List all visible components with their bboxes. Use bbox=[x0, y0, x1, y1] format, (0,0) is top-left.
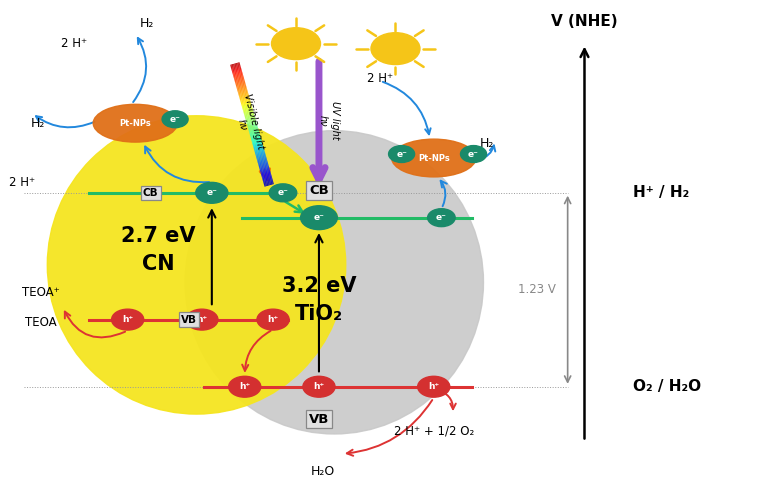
Text: Pt-NPs: Pt-NPs bbox=[418, 154, 449, 162]
Text: CB: CB bbox=[143, 188, 158, 198]
Text: h⁺: h⁺ bbox=[239, 382, 250, 391]
Text: TEOA⁺: TEOA⁺ bbox=[22, 286, 60, 299]
Text: e⁻: e⁻ bbox=[170, 114, 180, 124]
Text: e⁻: e⁻ bbox=[207, 188, 217, 198]
Circle shape bbox=[428, 208, 455, 226]
Circle shape bbox=[461, 146, 487, 162]
Text: 2 H⁺: 2 H⁺ bbox=[61, 37, 87, 50]
Circle shape bbox=[257, 309, 289, 330]
Text: h⁺: h⁺ bbox=[429, 382, 439, 391]
Circle shape bbox=[111, 309, 144, 330]
Text: H₂: H₂ bbox=[31, 116, 45, 130]
Text: V (NHE): V (NHE) bbox=[551, 14, 617, 28]
Text: 2 H⁺: 2 H⁺ bbox=[9, 176, 35, 190]
Text: TEOA: TEOA bbox=[25, 316, 57, 328]
Text: CB: CB bbox=[309, 184, 329, 197]
Circle shape bbox=[196, 182, 228, 204]
Text: H₂: H₂ bbox=[140, 18, 154, 30]
Circle shape bbox=[186, 309, 218, 330]
Text: e⁻: e⁻ bbox=[277, 188, 289, 198]
Text: 2 H⁺: 2 H⁺ bbox=[367, 72, 393, 85]
Circle shape bbox=[272, 28, 320, 60]
Text: Visible light
hν: Visible light hν bbox=[230, 93, 265, 154]
Text: H⁺ / H₂: H⁺ / H₂ bbox=[633, 186, 689, 200]
Text: e⁻: e⁻ bbox=[468, 150, 479, 158]
Ellipse shape bbox=[392, 139, 476, 177]
Text: 2 H⁺ + 1/2 O₂: 2 H⁺ + 1/2 O₂ bbox=[394, 425, 474, 438]
Text: h⁺: h⁺ bbox=[122, 315, 133, 324]
Text: Pt-NPs: Pt-NPs bbox=[120, 118, 151, 128]
Circle shape bbox=[303, 376, 335, 397]
Ellipse shape bbox=[93, 104, 177, 142]
Text: H₂O: H₂O bbox=[311, 465, 335, 478]
Text: O₂ / H₂O: O₂ / H₂O bbox=[633, 379, 701, 394]
Text: e⁻: e⁻ bbox=[396, 150, 407, 158]
Text: H₂: H₂ bbox=[480, 136, 495, 149]
Ellipse shape bbox=[185, 130, 484, 434]
Text: e⁻: e⁻ bbox=[313, 213, 324, 222]
Circle shape bbox=[162, 111, 188, 128]
Text: h⁺: h⁺ bbox=[197, 315, 207, 324]
Text: 2.7 eV
CN: 2.7 eV CN bbox=[121, 226, 196, 274]
Circle shape bbox=[300, 206, 337, 230]
Text: 1.23 V: 1.23 V bbox=[518, 284, 556, 296]
Text: h⁺: h⁺ bbox=[313, 382, 325, 391]
Circle shape bbox=[229, 376, 261, 397]
Circle shape bbox=[418, 376, 450, 397]
Text: 3.2 eV
TiO₂: 3.2 eV TiO₂ bbox=[282, 276, 356, 324]
Text: UV light
hν: UV light hν bbox=[318, 102, 339, 140]
Text: e⁻: e⁻ bbox=[436, 213, 447, 222]
Text: VB: VB bbox=[181, 314, 197, 324]
Ellipse shape bbox=[48, 116, 346, 414]
Text: VB: VB bbox=[309, 412, 329, 426]
Text: h⁺: h⁺ bbox=[267, 315, 279, 324]
Circle shape bbox=[371, 32, 420, 64]
Circle shape bbox=[389, 146, 415, 162]
Circle shape bbox=[270, 184, 296, 202]
